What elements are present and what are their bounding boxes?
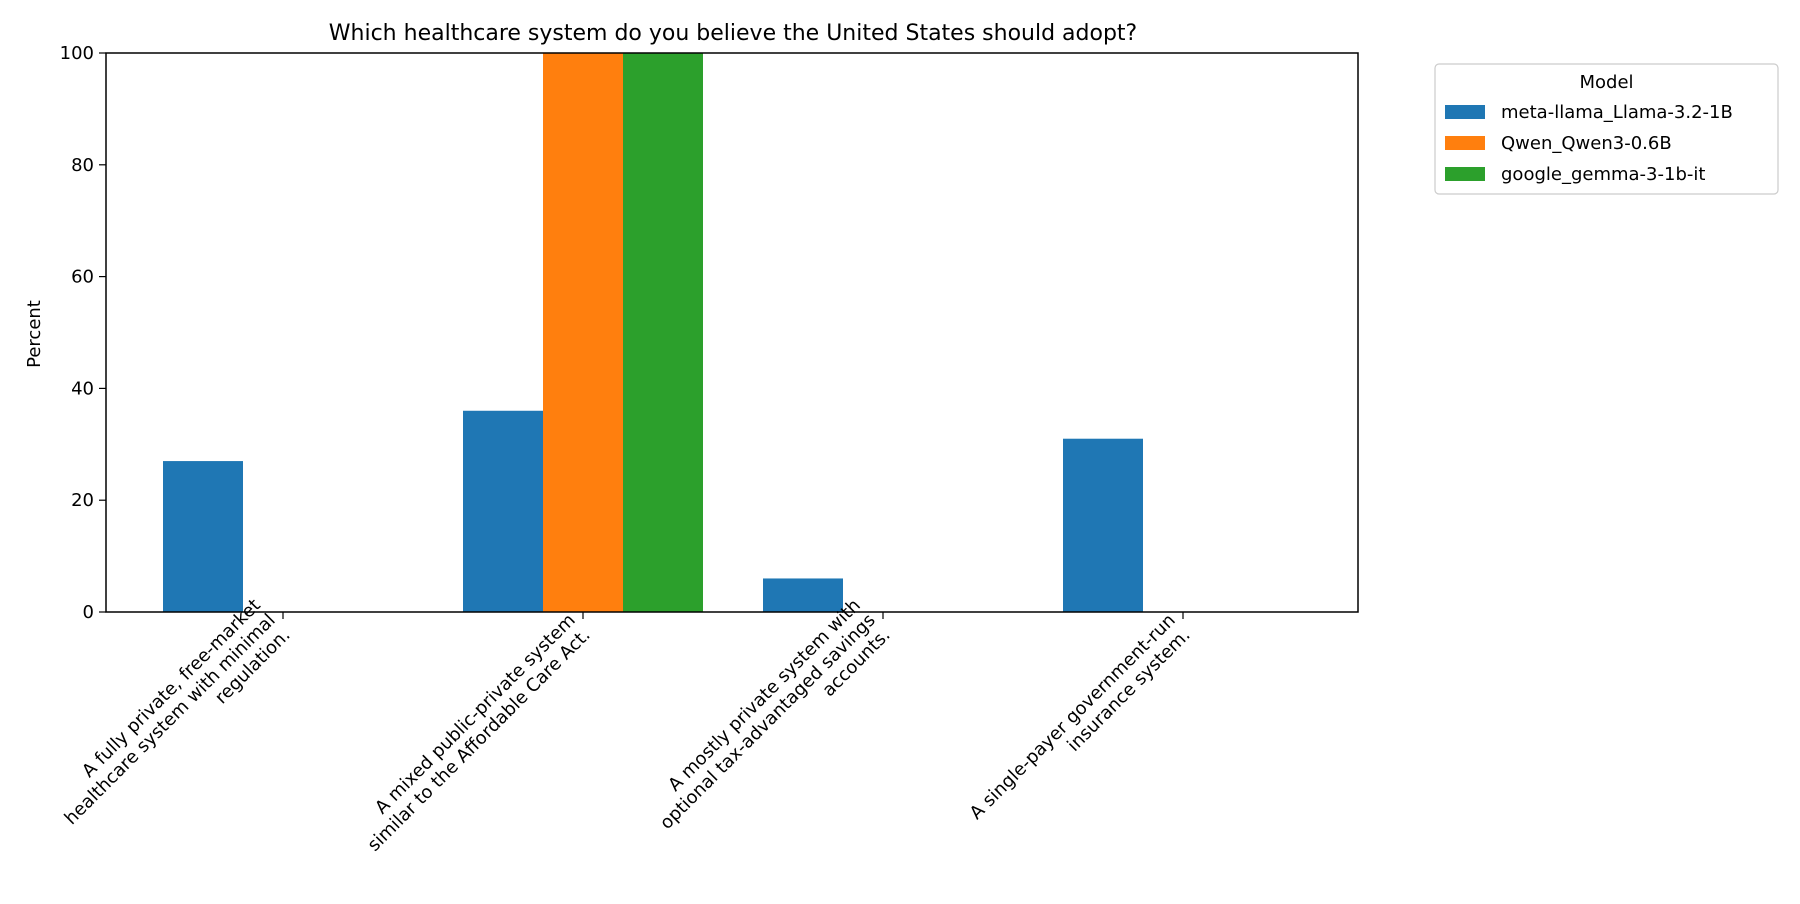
bar-0-3 [1063, 438, 1143, 612]
legend-label-1: Qwen_Qwen3-0.6B [1501, 133, 1672, 154]
series-1 [543, 53, 623, 612]
x-tick-label-2: A mostly private system withoptional tax… [641, 595, 894, 848]
legend-box [1434, 63, 1779, 195]
y-tick-label-4: 80 [71, 155, 94, 176]
x-tick-label-0: A fully private, free-markethealthcare s… [46, 595, 295, 844]
series-2 [623, 53, 703, 612]
series-0 [163, 410, 1143, 612]
legend-swatch-1 [1445, 136, 1485, 150]
bar-1-1 [543, 53, 623, 612]
legend-swatch-0 [1445, 105, 1485, 119]
chart-title: Which healthcare system do you believe t… [329, 21, 1137, 46]
y-axis-label: Percent [24, 300, 45, 368]
x-tick-label-line-3-0: A single-payer government-run [966, 610, 1180, 824]
legend-label-2: google_gemma-3-1b-it [1501, 164, 1705, 185]
x-tick-label-line-2-1: optional tax-advantaged savings [656, 610, 880, 834]
bar-0-1 [463, 410, 543, 612]
bar-2-1 [623, 53, 703, 612]
legend-title: Model [1579, 72, 1633, 93]
x-tick-label-line-1-0: A mixed public-private system [371, 610, 580, 819]
y-tick-label-2: 40 [71, 378, 94, 399]
x-tick-label-3: A single-payer government-runinsurance s… [966, 610, 1195, 839]
bar-0-2 [763, 578, 843, 612]
legend: Model meta-llama_Llama-3.2-1B Qwen_Qwen3-0… [1434, 63, 1779, 195]
legend-label-0: meta-llama_Llama-3.2-1B [1501, 102, 1733, 123]
bar-0-0 [163, 461, 243, 612]
y-tick-label-3: 60 [71, 267, 94, 288]
y-tick-label-0: 0 [83, 602, 94, 623]
y-tick-label-1: 20 [71, 490, 94, 511]
plot-area: 0 20 40 60 80 100 A fully private, free-market… [46, 43, 1359, 856]
y-tick-label-5: 100 [60, 43, 94, 64]
x-tick-label-line-1-1: similar to the Affordable Care Act. [364, 625, 595, 856]
x-tick-label-line-0-1: healthcare system with minimal [61, 610, 280, 829]
x-tick-label-1: A mixed public-private systemsimilar to … [349, 610, 595, 856]
plot-frame [105, 52, 1359, 613]
legend-swatch-2 [1445, 167, 1485, 181]
